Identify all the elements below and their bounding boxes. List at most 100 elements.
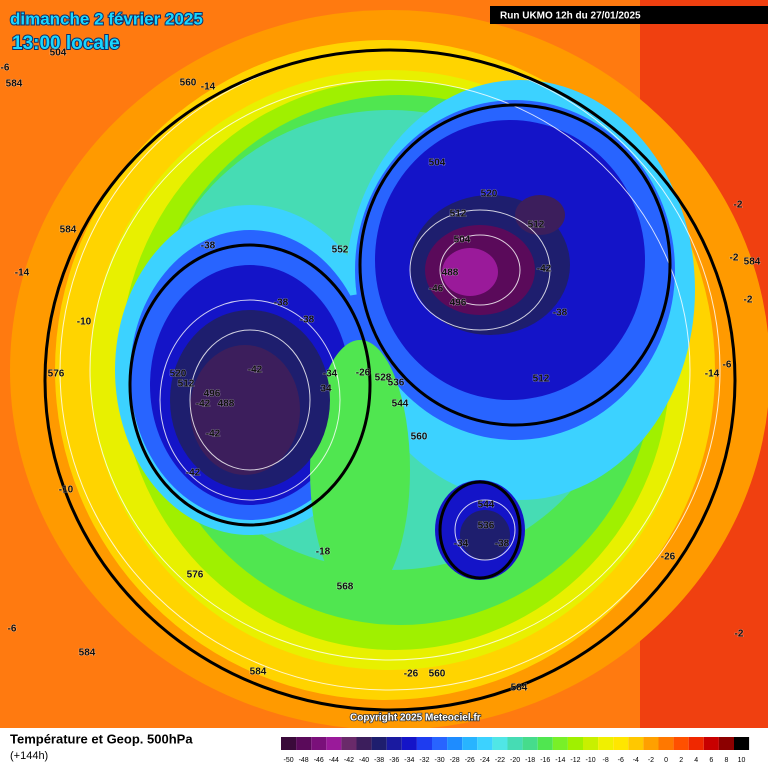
contour-label: 584	[744, 257, 761, 268]
scale-swatch	[416, 737, 432, 750]
title: dimanche 2 février 2025	[10, 9, 203, 28]
contour-label: 512	[450, 209, 467, 220]
contour-label: -38	[553, 308, 568, 319]
contour-label: -26	[404, 669, 419, 680]
scale-swatch	[598, 737, 614, 750]
contour-label: 536	[388, 378, 405, 389]
contour-label: -2	[730, 253, 739, 264]
scale-label: -28	[450, 757, 460, 764]
scale-label: -30	[434, 757, 444, 764]
scale-label: -26	[465, 757, 475, 764]
contour-label: 520	[481, 189, 498, 200]
contour-label: 584	[79, 648, 96, 659]
contour-label: 544	[478, 500, 495, 511]
contour-label: 520	[170, 369, 187, 380]
contour-label: -6	[8, 624, 17, 635]
scale-label: 6	[709, 757, 713, 764]
contour-label: 560	[180, 78, 197, 89]
contour-label: 568	[337, 582, 354, 593]
contour-label: -26	[356, 368, 371, 379]
contour-label: 576	[48, 369, 65, 380]
scale-swatch	[401, 737, 417, 750]
contour-label: -14	[15, 268, 30, 279]
scale-label: -36	[389, 757, 399, 764]
contour-label: 560	[411, 432, 428, 443]
scale-label: -2	[648, 757, 654, 764]
scale-swatch	[281, 737, 297, 750]
scale-label: -22	[495, 757, 505, 764]
contour-label: -42	[186, 468, 201, 479]
scale-label: -8	[603, 757, 609, 764]
scale-swatch	[734, 737, 750, 750]
scale-swatch	[628, 737, 644, 750]
contour-label: -42	[206, 429, 221, 440]
contour-label: 512	[178, 379, 195, 390]
contour-label: -2	[735, 629, 744, 640]
scale-label: 0	[664, 757, 668, 764]
scale-label: -40	[359, 757, 369, 764]
scale-swatch	[356, 737, 372, 750]
scale-swatch	[492, 737, 508, 750]
contour-label: 34	[320, 384, 332, 395]
contour-label: -34	[454, 539, 469, 550]
scale-swatch	[386, 737, 402, 750]
scale-swatch	[432, 737, 448, 750]
contour-label: -10	[59, 485, 74, 496]
scale-swatch	[522, 737, 538, 750]
scale-swatch	[673, 737, 689, 750]
scale-label: -42	[344, 757, 354, 764]
scale-label: -24	[480, 757, 490, 764]
contour-label: -38	[274, 298, 289, 309]
scale-swatch	[552, 737, 568, 750]
scale-label: -4	[633, 757, 639, 764]
contour-label: 512	[528, 220, 545, 231]
scale-label: -34	[404, 757, 414, 764]
contour-label: -38	[201, 241, 216, 252]
scale-swatch	[296, 737, 312, 750]
scale-swatch	[567, 737, 583, 750]
scale-label: 8	[724, 757, 728, 764]
scale-swatch	[718, 737, 734, 750]
contour-label: 528	[375, 373, 392, 384]
map	[0, 0, 768, 728]
scale-swatch	[658, 737, 674, 750]
scale-swatch	[462, 737, 478, 750]
contour-label: -6	[1, 63, 10, 74]
contour-label: -42	[248, 365, 263, 376]
contour-label: 496	[450, 298, 467, 309]
contour-label: 576	[187, 570, 204, 581]
scale-swatch	[583, 737, 599, 750]
contour-label: -26	[661, 552, 676, 563]
contour-label: 584	[6, 79, 23, 90]
contour-label: -14	[201, 82, 216, 93]
scale-label: -6	[618, 757, 624, 764]
scale-label: 4	[694, 757, 698, 764]
contour-label: -18	[316, 547, 331, 558]
contour-label: 488	[218, 399, 235, 410]
contour-label: 504	[50, 48, 67, 59]
contour-label: -10	[77, 317, 92, 328]
scale-label: 10	[738, 757, 746, 764]
scale-swatch	[371, 737, 387, 750]
contour-label: -38	[495, 539, 510, 550]
scale-label: -44	[329, 757, 339, 764]
scale-label: -46	[314, 757, 324, 764]
lead-time: (+144h)	[10, 750, 48, 762]
contour-label: 536	[478, 521, 495, 532]
contour-label: 560	[429, 669, 446, 680]
scale-swatch	[703, 737, 719, 750]
contour-label: -14	[705, 369, 720, 380]
scale-label: -38	[374, 757, 384, 764]
scale-swatch	[507, 737, 523, 750]
contour-label: -2	[734, 200, 743, 211]
scale-swatch	[537, 737, 553, 750]
copyright: Copyright 2025 Meteociel.fr	[350, 713, 481, 724]
scale-label: -50	[283, 757, 293, 764]
contour-label: -42	[537, 264, 552, 275]
contour-label: 504	[454, 235, 471, 246]
scale-swatch	[643, 737, 659, 750]
contour-label: 552	[332, 245, 349, 256]
legend-title: Température et Geop. 500hPa	[10, 731, 193, 746]
contour-label: -38	[300, 315, 315, 326]
